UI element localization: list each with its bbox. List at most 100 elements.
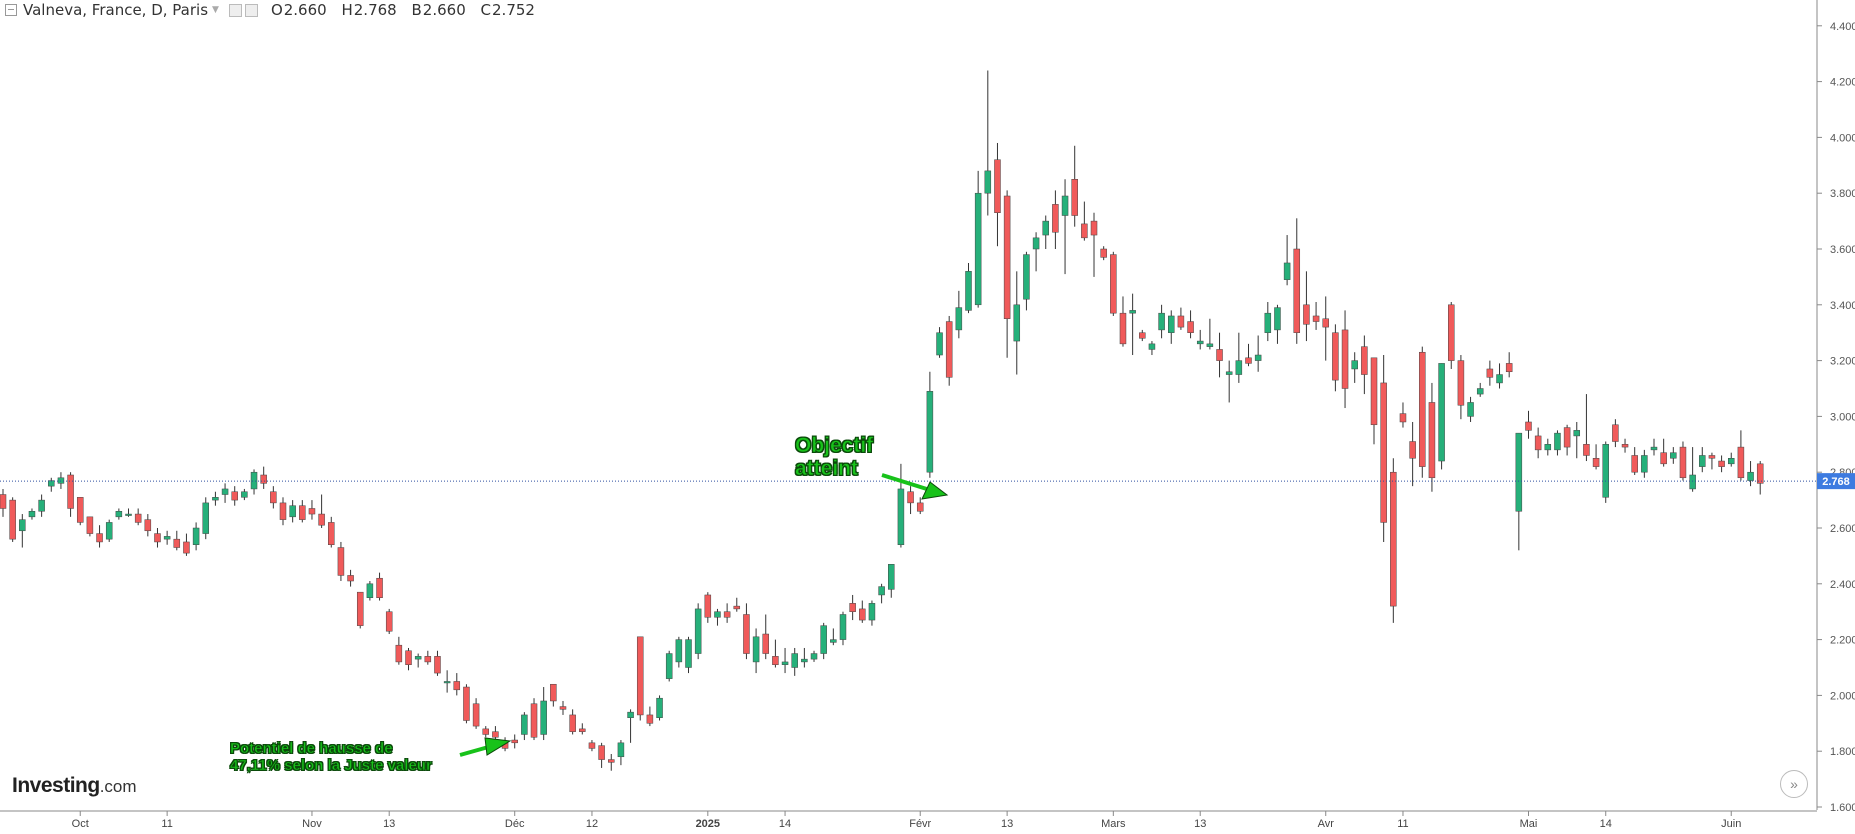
candle xyxy=(318,494,325,528)
candle-body xyxy=(1293,248,1301,333)
candle xyxy=(492,726,499,741)
candle-body xyxy=(1544,444,1552,451)
settings-square-icon[interactable] xyxy=(228,3,242,17)
minus-square-icon[interactable] xyxy=(5,4,17,16)
candle-body xyxy=(1090,220,1098,236)
candle xyxy=(810,650,818,662)
annotation-target-line-1: Objectif xyxy=(795,434,874,458)
x-tick-label: 2025 xyxy=(696,818,720,830)
candle xyxy=(241,488,248,501)
candle-body xyxy=(897,488,905,545)
logo-brand: Investing xyxy=(12,774,100,797)
candle-body xyxy=(569,714,576,732)
candle-body xyxy=(1003,195,1011,320)
candle-body xyxy=(125,513,132,516)
candle xyxy=(134,508,142,526)
candle xyxy=(1583,394,1590,462)
candle-body xyxy=(1139,332,1146,339)
candle xyxy=(859,600,866,623)
candle xyxy=(801,647,808,668)
candle-body xyxy=(443,681,451,684)
candle-body xyxy=(1399,413,1407,423)
candle xyxy=(511,734,518,749)
candle-body xyxy=(154,533,161,543)
y-tick-label: 3.000 xyxy=(1830,411,1855,423)
candle xyxy=(704,592,712,623)
double-chevron-right-icon[interactable]: » xyxy=(1780,770,1808,798)
candle-body xyxy=(395,644,403,663)
candle-body xyxy=(1621,444,1629,448)
settings-square-icon-2[interactable] xyxy=(244,3,258,17)
candle-body xyxy=(299,505,306,520)
candle-body xyxy=(366,583,374,598)
candle-body xyxy=(221,488,229,495)
candle xyxy=(1708,452,1716,470)
candle xyxy=(945,315,953,386)
candle xyxy=(482,726,489,738)
candle-body xyxy=(1032,237,1040,250)
candle-body xyxy=(743,614,750,654)
annotation-upside-potential: Potentiel de hausse de 47,11% selon la J… xyxy=(230,740,432,775)
candle xyxy=(849,594,856,621)
candle xyxy=(1129,293,1136,356)
candle-body xyxy=(86,516,94,534)
candle-body xyxy=(1708,455,1716,459)
candle xyxy=(173,530,181,551)
candle xyxy=(279,497,287,526)
candle-body xyxy=(926,391,934,473)
y-tick-label: 2.000 xyxy=(1830,690,1855,702)
price-axis[interactable]: 1.6001.8002.0002.2002.4002.6002.8003.000… xyxy=(1817,21,1855,814)
candle xyxy=(1081,201,1088,241)
candle-body xyxy=(134,513,142,523)
candle-body xyxy=(463,686,470,721)
candle-body xyxy=(38,499,45,512)
chevron-down-icon[interactable]: ▼ xyxy=(212,5,219,15)
candle xyxy=(1293,218,1301,344)
candle xyxy=(1476,382,1484,397)
time-axis[interactable]: Oct 11 Nov 13 Déc 12 2025 14 Févr 13 Mars 13 Avr 11 Ma… xyxy=(72,811,1742,830)
x-tick-label: Avr xyxy=(1318,818,1335,830)
candle-body xyxy=(656,697,663,718)
candle-body xyxy=(318,513,325,526)
candle xyxy=(28,508,36,520)
candle-body xyxy=(1554,432,1561,451)
candle xyxy=(183,533,190,556)
candle-body xyxy=(762,633,769,654)
investing-logo: Investing.com xyxy=(12,774,137,798)
candle xyxy=(212,491,219,506)
candle-body xyxy=(48,480,55,487)
candle xyxy=(579,723,586,735)
candle xyxy=(1419,346,1426,478)
candle-body xyxy=(694,608,702,654)
y-tick-label: 2.400 xyxy=(1830,579,1855,591)
candle xyxy=(907,486,914,515)
candle-body xyxy=(1448,304,1455,361)
candle xyxy=(1187,310,1194,339)
candle-body xyxy=(115,511,123,518)
candle-body xyxy=(1583,444,1590,456)
candle-body xyxy=(1177,315,1185,328)
candle xyxy=(1274,304,1281,344)
candle-body xyxy=(1071,179,1078,216)
candle-body xyxy=(202,502,210,534)
candle xyxy=(1139,329,1146,342)
symbol-title[interactable]: Valneva, France, D, Paris xyxy=(23,1,209,19)
candle-body xyxy=(1486,368,1494,378)
candle-body xyxy=(1187,321,1194,333)
candle-body xyxy=(1428,402,1436,479)
candle xyxy=(76,497,84,526)
candle-body xyxy=(1264,312,1272,333)
candle xyxy=(974,170,982,308)
candle-body xyxy=(385,611,393,632)
y-tick-label: 4.400 xyxy=(1830,21,1855,33)
candle xyxy=(260,466,267,489)
candle-body xyxy=(1341,329,1349,389)
candle xyxy=(1254,335,1262,372)
candle-body xyxy=(675,639,683,663)
candle xyxy=(936,327,943,358)
candle-body xyxy=(540,700,547,735)
candle-body xyxy=(1148,343,1156,350)
candle xyxy=(1177,307,1185,330)
candle xyxy=(154,528,161,548)
